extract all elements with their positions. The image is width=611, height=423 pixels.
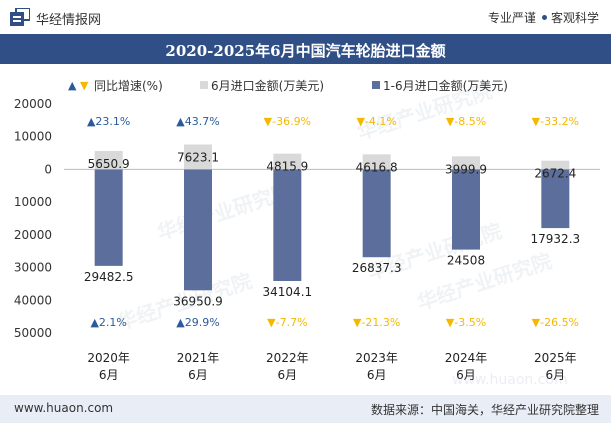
tagline-left: 专业严谨: [487, 11, 536, 25]
bar-cumulative-value-label: 36950.9: [173, 294, 223, 308]
y-tick-label: 20000: [14, 97, 52, 111]
x-tick-label-year: 2025年: [534, 351, 577, 365]
bar-june-value-label: 3999.9: [445, 162, 487, 176]
x-tick-label-month: 6月: [99, 368, 119, 382]
y-tick-label: 0: [44, 162, 52, 176]
yoy-cumulative-label: ▼-26.5%: [532, 316, 579, 329]
yoy-monthly-label: ▼-33.2%: [532, 115, 579, 128]
y-tick-label: 10000: [14, 130, 52, 144]
bar-cumulative: [452, 169, 480, 250]
yoy-monthly-label: ▼-36.9%: [264, 115, 311, 128]
bar-cumulative-value-label: 34104.1: [263, 285, 313, 299]
dot-icon: [541, 15, 547, 20]
x-tick-label-year: 2021年: [177, 351, 220, 365]
bar-cumulative: [273, 169, 302, 281]
yoy-cumulative-label: ▲29.9%: [176, 316, 219, 329]
bar-cumulative-value-label: 26837.3: [352, 261, 402, 275]
legend-june-label: 6月进口金额(万美元): [211, 78, 324, 93]
x-tick-label-month: 6月: [456, 368, 476, 382]
chart-title: 2020-2025年6月中国汽车轮胎进口金额: [165, 42, 446, 60]
yoy-cumulative-label: ▼-3.5%: [446, 316, 486, 329]
y-tick-label: 40000: [14, 293, 52, 307]
logo-icon: [10, 8, 30, 26]
x-tick-label-month: 6月: [546, 368, 566, 382]
yoy-monthly-label: ▲23.1%: [87, 115, 130, 128]
bar-june: [184, 144, 212, 170]
bar-june-value-label: 4616.8: [356, 160, 398, 174]
yoy-cumulative-label: ▲2.1%: [90, 316, 126, 329]
x-tick-label-year: 2020年: [87, 351, 130, 365]
legend-cumulative-swatch: [372, 81, 380, 89]
yoy-monthly-label: ▼-8.5%: [446, 115, 486, 128]
legend-down-triangle-icon: ▼: [80, 79, 89, 92]
bar-june-value-label: 2672.4: [534, 167, 576, 181]
x-tick-label-month: 6月: [188, 368, 208, 382]
bar-cumulative-value-label: 17932.3: [531, 232, 581, 246]
bar-june-value-label: 7623.1: [177, 150, 219, 164]
x-tick-label-year: 2024年: [445, 351, 488, 365]
top-bar: 华经情报网 专业严谨 客观科学: [0, 0, 611, 34]
bar-june: [541, 160, 570, 170]
bar-cumulative-value-label: 29482.5: [84, 270, 134, 284]
footer-bar: www.huaon.com 数据来源：中国海关，华经产业研究院整理: [0, 395, 611, 423]
watermark-url: www.huaon.com: [452, 372, 568, 388]
bar-cumulative: [184, 169, 212, 291]
y-tick-label: 30000: [14, 261, 52, 275]
footer-site: www.huaon.com: [14, 401, 114, 415]
x-tick-label-year: 2022年: [266, 351, 309, 365]
title-bar: 2020-2025年6月中国汽车轮胎进口金额: [0, 34, 611, 64]
brand-name: 华经情报网: [36, 13, 102, 28]
bar-june: [452, 156, 480, 170]
bar-june: [362, 154, 391, 170]
x-tick-label-month: 6月: [367, 368, 387, 382]
bar-cumulative-value-label: 24508: [447, 254, 485, 268]
bar-cumulative: [94, 169, 123, 266]
y-tick-label: 50000: [14, 326, 52, 340]
bar-june-value-label: 4815.9: [266, 160, 308, 174]
bar-june-value-label: 5650.9: [88, 157, 130, 171]
legend-june-swatch: [200, 81, 208, 89]
x-tick-label-year: 2023年: [355, 351, 398, 365]
bar-cumulative: [362, 169, 391, 258]
footer-source: 数据来源：中国海关，华经产业研究院整理: [370, 403, 599, 417]
yoy-monthly-label: ▼-4.1%: [356, 115, 396, 128]
bar-june: [273, 153, 302, 170]
x-tick-label-month: 6月: [278, 368, 298, 382]
bar-june: [94, 150, 123, 170]
legend-yoy-label: 同比增速(%): [94, 79, 163, 93]
y-tick-label: 20000: [14, 228, 52, 242]
legend-up-triangle-icon: ▲: [68, 79, 77, 92]
yoy-monthly-label: ▲43.7%: [176, 115, 219, 128]
y-tick-label: 10000: [14, 195, 52, 209]
bar-cumulative: [541, 169, 570, 229]
legend-cumulative-label: 1-6月进口金额(万美元): [383, 78, 508, 93]
tagline: 专业严谨 客观科学: [488, 9, 599, 26]
yoy-cumulative-label: ▼-21.3%: [353, 316, 400, 329]
tagline-right: 客观科学: [550, 11, 599, 25]
yoy-cumulative-label: ▼-7.7%: [267, 316, 307, 329]
